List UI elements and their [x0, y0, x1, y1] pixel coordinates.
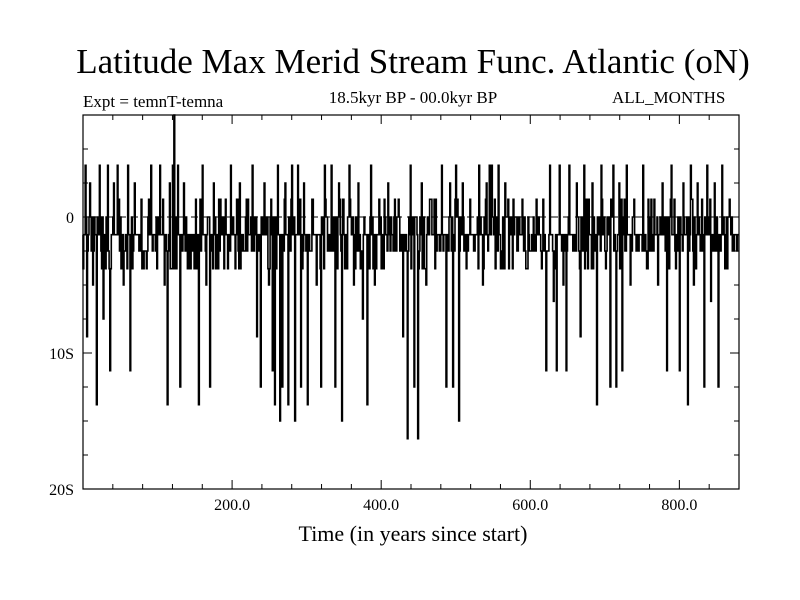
x-axis-label: Time (in years since start): [298, 521, 528, 546]
x-tick-label: 800.0: [661, 497, 697, 514]
series-line: [82, 114, 739, 440]
tick-labels: 200.0 400.0 600.0 800.0 0 10S 20S: [49, 210, 697, 514]
plot-frame: [82, 114, 740, 490]
x-tick-label: 400.0: [363, 497, 399, 514]
months-label: ALL_MONTHS: [612, 88, 726, 107]
y-tick-label: 0: [66, 210, 74, 227]
time-period-label: 18.5kyr BP - 00.0kyr BP: [328, 88, 498, 107]
chart-title: Latitude Max Merid Stream Func. Atlantic…: [76, 42, 750, 81]
experiment-label: Expt = temnT-temna: [83, 92, 224, 111]
y-tick-label: 20S: [49, 482, 74, 499]
x-tick-label: 200.0: [214, 497, 250, 514]
y-tick-label: 10S: [49, 346, 74, 363]
x-tick-label: 600.0: [512, 497, 548, 514]
